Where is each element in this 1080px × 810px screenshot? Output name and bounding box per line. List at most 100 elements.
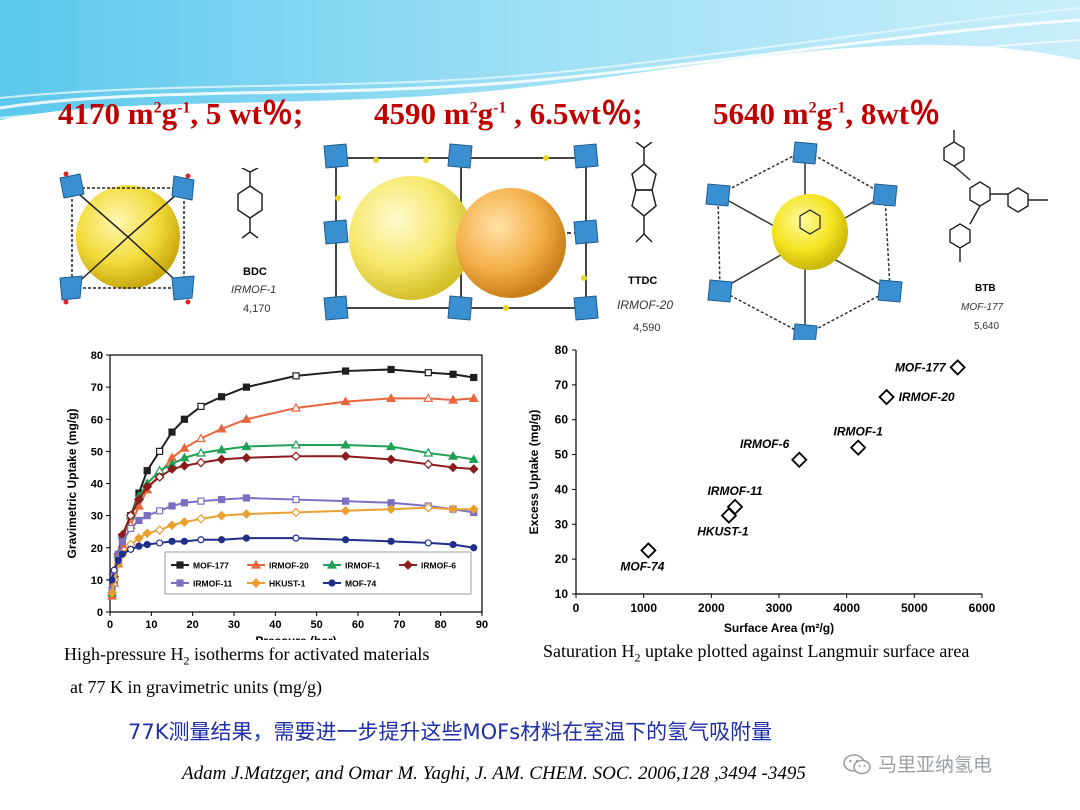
legend-label-irmof-1: IRMOF-1 xyxy=(345,561,380,571)
data-point-mof-74 xyxy=(342,536,350,544)
wechat-icon xyxy=(843,753,871,774)
data-point-irmof-1 xyxy=(448,450,459,460)
data-point-mof-177 xyxy=(424,369,432,377)
right-chart-caption: Saturation H2 uptake plotted against Lan… xyxy=(543,641,970,665)
data-point-irmof-6 xyxy=(154,472,165,482)
legend-marker-irmof-6 xyxy=(403,560,413,570)
data-point-hkust-1 xyxy=(720,507,738,524)
x-tick-label: 10 xyxy=(145,619,157,631)
area-label-irmof-20: 4,590 xyxy=(633,322,661,334)
data-point-irmof-1 xyxy=(386,441,397,451)
data-point-irmof-11 xyxy=(292,495,300,504)
chinese-summary-text: 77K测量结果，需要进一步提升这些MOFs材料在室温下的氢气吸附量 xyxy=(128,720,773,744)
data-point-irmof-6 xyxy=(468,464,479,474)
data-point-irmof-20 xyxy=(290,402,302,412)
legend-label-hkust-1: HKUST-1 xyxy=(269,579,306,589)
data-point-irmof-6 xyxy=(241,452,252,463)
data-point-irmof-6 xyxy=(134,494,144,505)
area-label-irmof-1: 4,170 xyxy=(243,303,271,315)
irmof-1-structure-image xyxy=(59,171,195,305)
x-tick-label: 4000 xyxy=(833,601,860,615)
data-point-irmof-11 xyxy=(127,524,135,533)
x-tick-label: 5000 xyxy=(901,601,928,615)
data-point-mof-177 xyxy=(470,373,478,382)
data-point-irmof-11 xyxy=(143,512,151,520)
data-point-mof-74 xyxy=(118,550,127,558)
x-tick-label: 90 xyxy=(476,619,488,631)
data-point-irmof-20 xyxy=(423,393,434,402)
headline-segment-3: 5640 m2g-1, 8wt％ xyxy=(713,96,941,131)
data-label-irmof-6: IRMOF-6 xyxy=(740,437,790,451)
x-tick-label: 0 xyxy=(107,619,113,631)
data-point-irmof-20 xyxy=(216,423,227,433)
watermark-text: 马里亚纳氢电 xyxy=(878,754,993,776)
data-point-irmof-20 xyxy=(241,414,252,423)
data-point-mof-74 xyxy=(168,537,176,545)
legend-label-mof-177: MOF-177 xyxy=(193,561,229,571)
data-point-mof-74 xyxy=(114,557,122,565)
data-point-irmof-6 xyxy=(386,454,396,465)
x-tick-label: 20 xyxy=(187,619,199,631)
y-tick-label: 80 xyxy=(555,343,569,357)
data-point-mof-74 xyxy=(155,539,164,547)
data-point-irmof-20 xyxy=(195,433,206,443)
watermark: 马里亚纳氢电 xyxy=(842,750,992,777)
linker-label-ttdc: TTDC xyxy=(628,275,658,287)
data-point-mof-74 xyxy=(242,534,250,542)
data-point-irmof-20 xyxy=(386,393,397,402)
data-point-irmof-6 xyxy=(179,460,190,471)
framework-label-mof-177: MOF-177 xyxy=(961,302,1004,313)
linker-label-btb: BTB xyxy=(975,283,996,294)
headline-segment-2: 4590 m2g-1 , 6.5wt％; xyxy=(374,96,643,131)
ttdc-molecule-icon xyxy=(631,142,657,243)
y-tick-label: 50 xyxy=(91,446,103,458)
y-tick-label: 0 xyxy=(97,607,103,619)
data-point-hkust-1 xyxy=(134,533,144,543)
x-tick-label: 2000 xyxy=(698,601,725,615)
data-point-hkust-1 xyxy=(142,528,153,539)
x-axis-label: Surface Area (m²/g) xyxy=(724,621,834,635)
data-point-hkust-1 xyxy=(216,510,227,521)
bdc-molecule-icon xyxy=(237,168,263,239)
data-point-hkust-1 xyxy=(468,504,479,515)
data-point-irmof-1 xyxy=(216,444,227,454)
data-point-irmof-20 xyxy=(340,396,351,406)
data-point-irmof-11 xyxy=(180,499,189,507)
data-point-hkust-1 xyxy=(423,502,434,513)
data-point-irmof-6 xyxy=(142,481,153,492)
data-point-mof-177 xyxy=(342,367,350,375)
uptake-vs-surface-area-scatter-chart: 0 1000 2000 3000 4000 5000 6000 10 20 30 40 50 60 70 8… xyxy=(527,343,996,635)
data-point-irmof-1 xyxy=(340,439,351,449)
y-tick-label: 40 xyxy=(91,479,103,491)
data-point-irmof-1 xyxy=(179,452,190,462)
data-point-irmof-1 xyxy=(849,439,867,456)
data-point-hkust-1 xyxy=(196,513,206,524)
data-point-mof-177 xyxy=(292,372,300,380)
data-point-irmof-1 xyxy=(468,454,479,464)
data-point-mof-177 xyxy=(143,467,151,475)
data-point-irmof-11 xyxy=(218,495,226,504)
data-point-hkust-1 xyxy=(448,504,458,515)
data-label-irmof-20: IRMOF-20 xyxy=(899,390,955,404)
data-label-mof-74: MOF-74 xyxy=(620,559,664,573)
data-label-mof-177: MOF-177 xyxy=(895,360,947,374)
data-point-mof-74 xyxy=(640,542,657,559)
data-point-hkust-1 xyxy=(179,517,190,527)
data-point-irmof-11 xyxy=(168,502,176,510)
data-point-irmof-20 xyxy=(878,388,895,406)
legend-box xyxy=(164,551,472,595)
data-point-mof-74 xyxy=(135,542,143,550)
x-tick-label: 60 xyxy=(352,619,364,631)
legend-marker-irmof-20 xyxy=(250,559,262,569)
framework-label-irmof-1: IRMOF-1 xyxy=(231,284,277,296)
legend-marker-hkust-1 xyxy=(251,578,261,588)
data-point-irmof-1 xyxy=(423,447,434,457)
y-tick-label: 60 xyxy=(555,413,569,427)
data-point-irmof-11 xyxy=(197,497,205,505)
data-point-mof-177 xyxy=(197,402,205,411)
y-axis-label: Excess Uptake (mg/g) xyxy=(527,410,541,535)
data-point-irmof-20 xyxy=(448,394,459,404)
data-point-irmof-6 xyxy=(791,451,808,469)
data-point-mof-177 xyxy=(218,393,226,401)
data-point-hkust-1 xyxy=(154,525,165,535)
